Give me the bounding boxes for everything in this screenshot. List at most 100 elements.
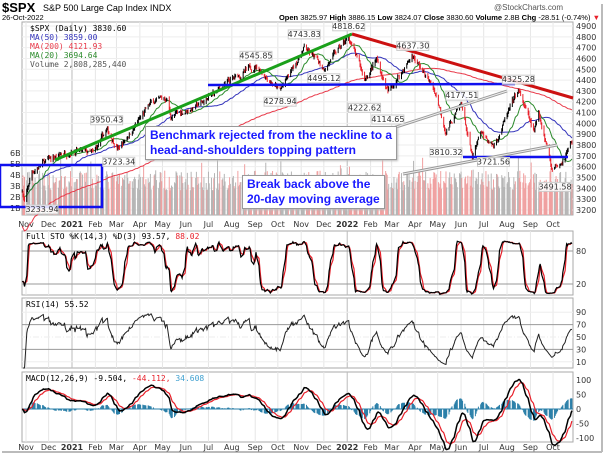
price-label: 4818.62 — [332, 22, 365, 31]
annotation-ma-break: Break back above the 20-day moving avera… — [242, 175, 385, 209]
volume-tick-label: 6B — [10, 149, 21, 158]
annotation-line: 20-day moving average — [247, 192, 380, 206]
x-tick-label: Aug — [224, 443, 240, 452]
price-label-box — [102, 156, 136, 167]
x-tick-label: Mar — [384, 220, 400, 229]
downtrend-line — [351, 32, 574, 100]
chart-date: 26-Oct-2022 — [2, 13, 44, 22]
x-tick-label: Sep — [523, 443, 538, 452]
y-tick-label: 3600 — [576, 163, 596, 172]
price-label-box — [90, 115, 124, 126]
price-label-box — [501, 74, 535, 85]
price-label-box — [239, 50, 273, 61]
x-tick-label: Dec — [316, 220, 331, 229]
macd-signal-line — [22, 382, 573, 445]
x-tick-label: Mar — [384, 443, 400, 452]
x-tick-label: Nov — [293, 220, 309, 229]
legend-volume: Volume 2,808,285,440 — [30, 60, 127, 69]
sto-legend: Full STO %K(14,3) %D(3) 93.57, 88.02 — [26, 232, 200, 241]
price-label: 3810.32 — [429, 148, 462, 157]
y-tick-label: 4000 — [576, 119, 596, 128]
price-label: 4495.12 — [307, 74, 340, 83]
price-label: 4325.28 — [502, 75, 535, 84]
x-tick-label: Aug — [499, 220, 515, 229]
rsi-tick-label: 90 — [576, 308, 586, 317]
y-tick-label: 3200 — [576, 206, 596, 215]
y-tick-label: 4500 — [576, 65, 596, 74]
macd-tick-label: 50 — [576, 391, 586, 400]
volume-tick-label: 2B — [10, 193, 21, 202]
macd-panel: 100 50 0 -50 -100 — [21, 376, 594, 451]
x-tick-label: Jun — [454, 443, 468, 452]
brand-logo[interactable]: @StockCharts.com — [494, 3, 563, 12]
sto-panel: 80 20 — [21, 240, 586, 296]
legend-ma200: MA(200) 4121.93 — [30, 42, 102, 51]
legend-price: $SPX (Daily) 3830.60 — [30, 24, 127, 33]
x-tick-label: Jul — [203, 443, 214, 452]
x-tick-label: 2021 — [61, 443, 84, 452]
macd-tick-label: -100 — [576, 434, 594, 443]
price-label-box — [396, 40, 430, 51]
legend-ma20: MA(20) 3694.64 — [30, 51, 98, 60]
price-labels: 3233.94 3950.43 3723.34 4545.85 4278.94 4743.… — [25, 21, 572, 215]
x-tick-label: Jul — [478, 443, 489, 452]
y-tick-label: 4600 — [576, 54, 596, 63]
y-tick-label: 4300 — [576, 87, 596, 96]
price-label-box — [307, 73, 341, 84]
panel-frame — [21, 297, 574, 369]
rsi-legend: RSI(14) 55.52 — [26, 300, 89, 309]
x-tick-label: Nov — [293, 443, 309, 452]
price-label: 3723.34 — [102, 157, 135, 166]
price-label: 3721.56 — [477, 158, 510, 167]
x-tick-label: Apr — [133, 220, 148, 229]
x-tick-label: May — [154, 220, 171, 229]
x-tick-label: 2021 — [61, 220, 84, 229]
x-tick-label: Sep — [248, 443, 263, 452]
volume-tick-label: 3B — [10, 182, 21, 191]
x-tick-label: Sep — [523, 220, 538, 229]
x-tick-label: May — [154, 443, 171, 452]
x-tick-label: Apr — [408, 443, 423, 452]
main-legend: $SPX (Daily) 3830.60 MA(50) 3859.00 MA(2… — [30, 24, 127, 69]
price-label: 3491.58 — [538, 182, 571, 191]
volume-tick-label: 4B — [10, 171, 21, 180]
y-tick-label: 4800 — [576, 33, 596, 42]
rsi-panel: 90 70 50 30 10 — [22, 308, 586, 369]
x-tick-label: Mar — [109, 443, 125, 452]
price-label-box — [429, 147, 463, 158]
x-tick-label: Aug — [499, 443, 515, 452]
sto-k-line — [21, 240, 573, 296]
price-label: 4278.94 — [264, 97, 297, 106]
annotation-line: head-and-shoulders topping pattern — [150, 143, 356, 157]
macd-tick-label: -50 — [576, 420, 589, 429]
ma20-line — [24, 44, 573, 198]
rsi-tick-label: 30 — [576, 345, 586, 354]
x-tick-label: Jun — [179, 443, 193, 452]
y-tick-label: 3300 — [576, 195, 596, 204]
y-tick-label: 3700 — [576, 152, 596, 161]
y-tick-label: 4100 — [576, 109, 596, 118]
annotation-neckline-rejection: Benchmark rejected from the neckline to … — [145, 126, 398, 160]
y-tick-label: 3900 — [576, 130, 596, 139]
price-label-box — [476, 157, 510, 168]
price-label-box — [371, 114, 405, 125]
grid: Nov Nov Dec Dec 2021 2021 Feb Feb Mar Mar Apr Apr Ma… — [2, 4, 603, 453]
sto-tick-label: 80 — [576, 247, 586, 256]
ma200-line — [21, 67, 573, 232]
price-label: 4637.30 — [396, 41, 429, 50]
x-tick-label: Dec — [41, 220, 56, 229]
x-tick-label: Oct — [271, 443, 285, 452]
sto-tick-label: 20 — [576, 280, 586, 289]
uptrend-line — [54, 32, 353, 162]
price-label: 4743.83 — [288, 30, 321, 39]
price-label: 4114.65 — [371, 115, 404, 124]
x-tick-label: Dec — [316, 443, 331, 452]
x-tick-label: Jul — [478, 220, 489, 229]
ohlc-summary: Open 3825.97 High 3886.15 Low 3824.07 Cl… — [279, 13, 600, 22]
price-label-box — [332, 21, 366, 32]
symbol: $SPX — [2, 0, 36, 15]
price-label-box — [263, 96, 297, 107]
x-tick-label: 2022 — [336, 220, 358, 229]
annotation-line: Break back above the — [247, 177, 371, 191]
price-label: 3233.94 — [25, 205, 58, 214]
